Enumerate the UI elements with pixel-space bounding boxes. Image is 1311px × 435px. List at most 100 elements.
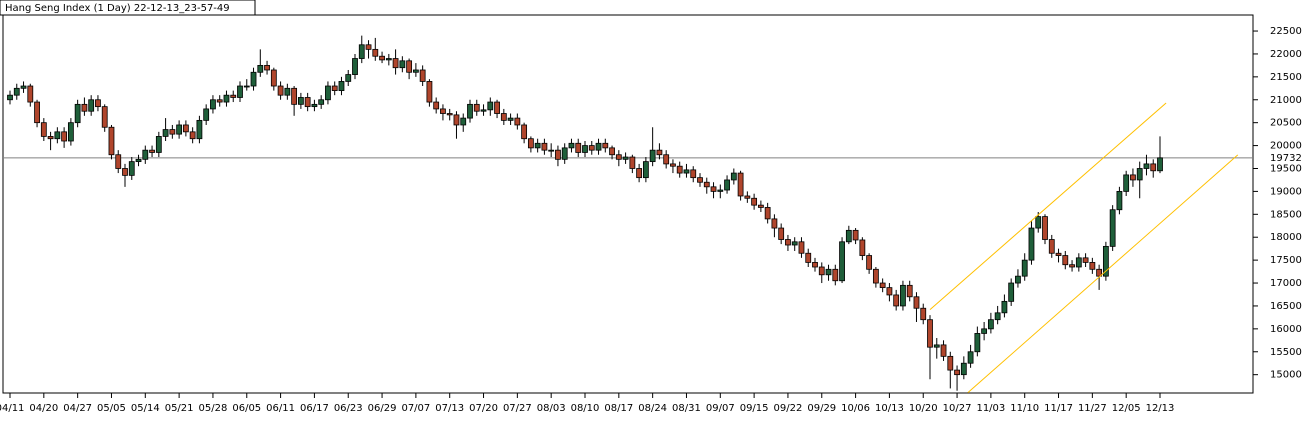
candle-body (954, 369, 960, 376)
candle-body (318, 99, 325, 105)
x-tick-label: 11/03 (976, 403, 1005, 414)
candle-body (832, 268, 839, 282)
y-tick-label: 20000 (1270, 141, 1302, 152)
candle-body (690, 169, 697, 179)
candle-body (257, 65, 264, 73)
candle-body (352, 58, 358, 75)
candle-body (1021, 259, 1028, 277)
candle-body (480, 109, 487, 112)
candle-body (149, 149, 155, 153)
candle-body (128, 161, 135, 176)
candle-body (818, 266, 825, 276)
candle-body (487, 101, 494, 111)
candle-body (866, 255, 873, 270)
candle-body (243, 85, 250, 88)
y-tick-label: 21000 (1270, 95, 1302, 106)
candle-body (101, 106, 108, 128)
candle-body (237, 85, 243, 98)
y-tick-label: 18500 (1270, 209, 1302, 220)
candle-body (744, 195, 751, 199)
candle-body (636, 168, 643, 179)
x-tick-label: 10/27 (943, 403, 972, 414)
x-tick-label: 08/03 (537, 403, 566, 414)
candle-body (879, 282, 886, 289)
candle-body (216, 99, 223, 103)
candle-body (338, 81, 345, 91)
candle-body (697, 177, 703, 183)
candle-body (859, 239, 866, 256)
candle-body (460, 117, 467, 126)
candle-body (34, 101, 40, 124)
candle-body (575, 142, 582, 153)
candle-body (1102, 245, 1109, 277)
candle-body (534, 142, 541, 149)
candle-body (1157, 157, 1163, 172)
candle-body (284, 87, 291, 96)
candle-body (602, 142, 609, 149)
candle-body (1015, 275, 1021, 284)
candle-body (1048, 239, 1055, 254)
x-tick-label: 06/11 (266, 403, 295, 414)
candle-body (446, 113, 453, 116)
candle-body (852, 229, 859, 241)
x-tick-label: 08/31 (672, 403, 701, 414)
candle-body (737, 172, 744, 197)
candle-body (1150, 163, 1157, 172)
candle-body (541, 142, 548, 151)
candle-body (609, 147, 615, 156)
candle-body (392, 58, 399, 69)
candle-body (913, 296, 920, 309)
candle-body (54, 131, 61, 140)
candle-body (683, 169, 690, 174)
x-tick-label: 05/05 (97, 403, 126, 414)
x-tick-label: 07/07 (401, 403, 430, 414)
y-tick-label: 16500 (1270, 301, 1302, 312)
candle-body (785, 239, 791, 246)
chart-title: Hang Seng Index (1 Day) 22-12-13_23-57-4… (5, 3, 230, 14)
candle-body (1001, 300, 1008, 314)
candle-body (230, 94, 237, 98)
candle-body (372, 48, 379, 57)
candle-body (169, 129, 176, 135)
candle-body (1096, 268, 1103, 277)
candle-body (710, 186, 717, 192)
candle-body (1069, 264, 1075, 268)
trend-line (929, 102, 1167, 310)
y-tick-label: 22500 (1270, 26, 1302, 37)
candle-body (182, 124, 189, 133)
candle-body (304, 97, 311, 108)
candle-body (582, 145, 588, 153)
candle-body (548, 149, 555, 152)
y-tick-label: 18000 (1270, 232, 1302, 243)
y-tick-label: 20500 (1270, 118, 1302, 129)
x-tick-label: 09/22 (774, 403, 803, 414)
candle-body (900, 284, 906, 307)
candle-body (629, 156, 636, 169)
y-tick-label: 15000 (1270, 370, 1302, 381)
candle-body (1035, 216, 1042, 229)
candle-body (791, 241, 798, 246)
x-tick-label: 11/27 (1078, 403, 1107, 414)
x-tick-label: 08/10 (571, 403, 600, 414)
candle-body (751, 197, 758, 206)
x-tick-label: 12/05 (1112, 403, 1141, 414)
candle-body (906, 284, 913, 298)
y-tick-label: 17500 (1270, 255, 1302, 266)
candle-body (555, 149, 561, 160)
candle-body (412, 69, 419, 73)
candle-body (1143, 163, 1150, 169)
candle-body (778, 227, 785, 240)
candle-body (88, 99, 95, 112)
candle-body (196, 119, 203, 140)
candle-body (115, 154, 122, 169)
candle-body (1062, 255, 1069, 266)
candle-body (981, 328, 988, 334)
candle-body (960, 362, 967, 376)
candle-body (325, 85, 331, 101)
x-tick-label: 05/21 (165, 403, 194, 414)
candle-body (162, 129, 169, 137)
candle-body (1109, 209, 1116, 247)
candle-body (514, 117, 521, 126)
candle-body (839, 241, 845, 282)
